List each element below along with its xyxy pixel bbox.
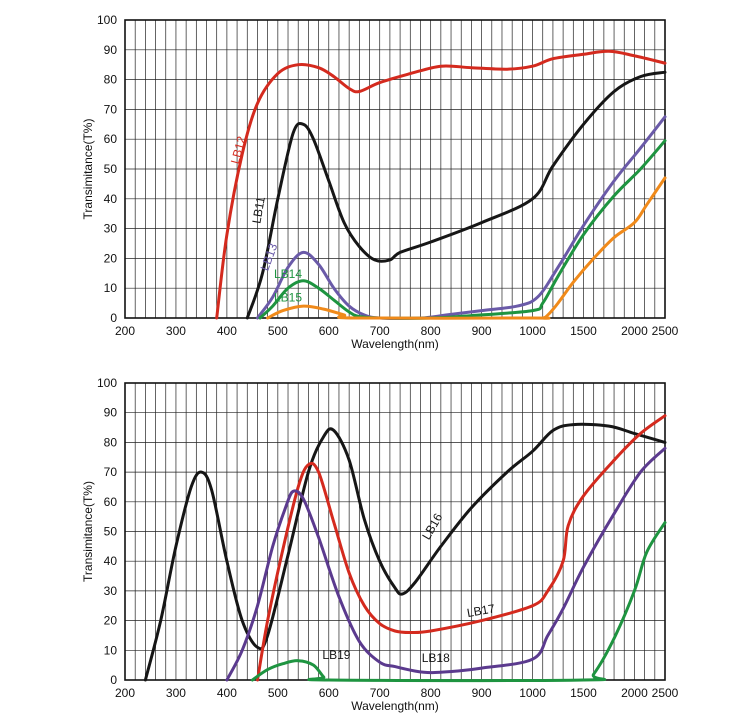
x-tick-label: 500 xyxy=(268,324,288,338)
y-axis-title: Transimitance(T%) xyxy=(81,481,95,582)
series-line-lb12 xyxy=(215,49,667,320)
series-label-lb18: LB18 xyxy=(422,651,450,665)
chart-panel-top: 0 10 20 30 40 50 60 70 80 90 100 200 300 400 500 600 700… xyxy=(81,13,679,351)
y-tick-label: 40 xyxy=(104,192,118,206)
y-tick-label: 40 xyxy=(104,554,118,568)
x-tick-label: 2500 xyxy=(652,686,679,700)
x-axis-title: Wavelength(nm) xyxy=(351,699,439,713)
x-tick-label: 1500 xyxy=(570,324,597,338)
y-tick-label: 100 xyxy=(97,13,117,27)
x-tick-label: 400 xyxy=(217,324,237,338)
series-line-lb19 xyxy=(250,521,667,683)
y-axis-title: Transimitance(T%) xyxy=(81,119,95,220)
series-line-lb16 xyxy=(143,422,667,682)
y-tick-label: 90 xyxy=(104,406,118,420)
y-tick-label: 0 xyxy=(110,673,117,687)
y-tick-label: 50 xyxy=(104,162,118,176)
y-tick-label: 20 xyxy=(104,251,118,265)
series-label-lb17: LB17 xyxy=(466,601,496,620)
x-tick-label: 2500 xyxy=(652,324,679,338)
y-tick-label: 0 xyxy=(110,311,117,325)
x-tick-label: 600 xyxy=(319,686,339,700)
series-line-lb18 xyxy=(225,446,667,682)
series-label-lb14: LB14 xyxy=(274,267,302,281)
y-tick-label: 10 xyxy=(104,643,118,657)
y-tick-label: 60 xyxy=(104,495,118,509)
chart-panel-bottom: 0 10 20 30 40 50 60 70 80 90 100 200 300 400 500 600 700… xyxy=(81,376,679,713)
y-tick-label: 10 xyxy=(104,281,118,295)
y-tick-label: 20 xyxy=(104,614,118,628)
y-tick-label: 60 xyxy=(104,132,118,146)
x-tick-label: 700 xyxy=(370,324,390,338)
y-tick-label: 90 xyxy=(104,43,118,57)
x-tick-label: 400 xyxy=(217,686,237,700)
y-tick-label: 80 xyxy=(104,435,118,449)
y-tick-label: 70 xyxy=(104,102,118,116)
series-label-lb15: LB15 xyxy=(274,291,302,305)
x-tick-label: 800 xyxy=(421,686,441,700)
x-tick-label: 500 xyxy=(268,686,288,700)
x-tick-label: 700 xyxy=(370,686,390,700)
y-tick-label: 50 xyxy=(104,525,118,539)
series-label-lb19: LB19 xyxy=(322,648,350,662)
x-tick-label: 300 xyxy=(166,324,186,338)
y-tick-label: 30 xyxy=(104,222,118,236)
series-line-lb15 xyxy=(266,176,667,320)
x-tick-label: 300 xyxy=(166,686,186,700)
x-tick-label: 2000 xyxy=(621,686,648,700)
x-tick-label: 800 xyxy=(421,324,441,338)
x-tick-label: 900 xyxy=(472,324,492,338)
x-tick-label: 2000 xyxy=(621,324,648,338)
x-tick-label: 600 xyxy=(319,324,339,338)
series-line-lb11 xyxy=(245,70,667,320)
x-tick-label: 1000 xyxy=(519,686,546,700)
x-tick-label: 1500 xyxy=(570,686,597,700)
x-tick-label: 200 xyxy=(115,324,135,338)
y-tick-label: 30 xyxy=(104,584,118,598)
x-axis-title: Wavelength(nm) xyxy=(351,337,439,351)
y-tick-label: 70 xyxy=(104,465,118,479)
series-label-lb11: LB11 xyxy=(249,195,268,224)
y-tick-label: 100 xyxy=(97,376,117,390)
x-tick-label: 900 xyxy=(472,686,492,700)
x-tick-label: 1000 xyxy=(519,324,546,338)
series-line-lb17 xyxy=(256,414,667,682)
y-tick-label: 80 xyxy=(104,73,118,87)
x-tick-label: 200 xyxy=(115,686,135,700)
